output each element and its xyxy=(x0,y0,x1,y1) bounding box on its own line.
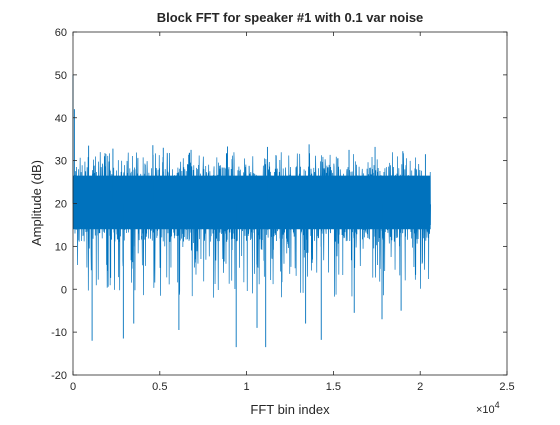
x-tick-label: 0 xyxy=(70,381,76,393)
y-tick-label: 30 xyxy=(55,156,67,168)
x-tick-label: 1.5 xyxy=(326,381,341,393)
y-tick-label: 60 xyxy=(55,27,67,39)
x-tick-label: 0.5 xyxy=(152,381,167,393)
x-tick-label: 2 xyxy=(417,381,423,393)
series-dense-band xyxy=(73,175,431,230)
y-tick-label: 0 xyxy=(61,284,67,296)
x-axis-exponent-power: 4 xyxy=(495,400,500,410)
x-axis-exponent-base: ×10 xyxy=(476,404,495,416)
y-axis-label: Amplitude (dB) xyxy=(29,160,44,246)
x-axis-exponent: ×104 xyxy=(476,400,500,416)
series-layer xyxy=(72,74,431,348)
y-tick-label: -10 xyxy=(51,327,67,339)
x-tick-label: 2.5 xyxy=(499,381,514,393)
x-tick-label: 1 xyxy=(244,381,250,393)
y-tick-label: 20 xyxy=(55,199,67,211)
y-tick-label: 10 xyxy=(55,241,67,253)
y-tick-label: 50 xyxy=(55,70,67,82)
y-tick-label: 40 xyxy=(55,113,67,125)
x-axis-label: FFT bin index xyxy=(250,402,330,417)
ticks-layer: 0 0.5 1 1.5 2 2.5 -20 -10 0 10 20 30 40 50 60 xyxy=(51,27,515,393)
y-tick-label: -20 xyxy=(51,370,67,382)
chart-title: Block FFT for speaker #1 with 0.1 var no… xyxy=(157,10,424,25)
